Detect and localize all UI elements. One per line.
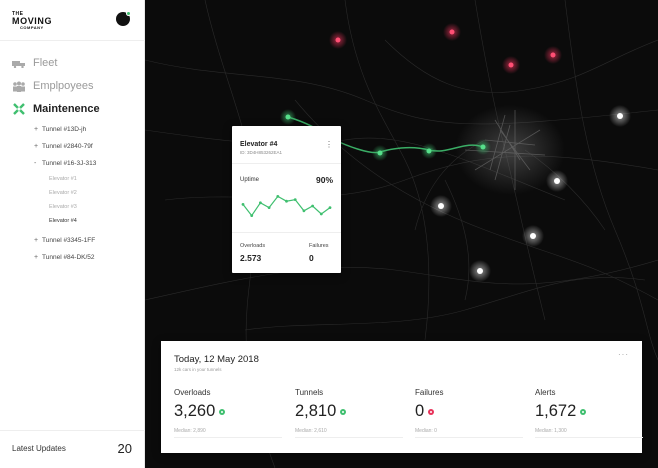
stat-value: 3,260 <box>174 402 216 420</box>
tree-item-label: Tunnel #84-DK/52 <box>42 254 95 261</box>
stat-label: Failures <box>415 388 444 397</box>
people-icon <box>12 80 26 92</box>
tree-item-tunnel-16[interactable]: - Tunnel #16-3J-313 <box>34 160 96 167</box>
nav-label-maintenance: Maintenence <box>33 103 100 115</box>
subitem-elevator-2[interactable]: Elevator #2 <box>49 190 77 196</box>
latest-updates-label: Latest Updates <box>12 444 66 453</box>
stats-subtitle: 12k cars in your tunnels <box>174 367 222 372</box>
overloads-label: Overloads <box>240 243 266 249</box>
sparkline-point <box>293 198 297 201</box>
stat-alerts[interactable]: Alerts 1,672 Median: 1,300 <box>535 388 643 438</box>
stat-median: Median: 1,300 <box>535 428 567 434</box>
expand-icon[interactable]: + <box>34 126 39 133</box>
stat-tunnels[interactable]: Tunnels 2,810 Median: 2,610 <box>295 388 403 438</box>
daily-stats-panel: Today, 12 May 2018 12k cars in your tunn… <box>161 341 643 453</box>
stat-median: Median: 2,610 <box>295 428 327 434</box>
failures-value: 0 <box>309 253 314 263</box>
stat-label: Overloads <box>174 388 211 397</box>
tools-icon <box>12 103 26 115</box>
subitem-elevator-1[interactable]: Elevator #1 <box>49 176 77 182</box>
sparkline-point <box>276 195 280 198</box>
nav-item-employees[interactable]: Emplpoyees <box>12 80 94 92</box>
sparkline-point <box>311 204 314 208</box>
tree-item-tunnel-3345[interactable]: + Tunnel #3345-1FF <box>34 237 95 244</box>
popup-divider <box>232 163 341 164</box>
stat-value: 1,672 <box>535 402 577 420</box>
sparkline-path <box>242 195 331 217</box>
stat-label: Alerts <box>535 388 556 397</box>
sparkline-point <box>259 201 262 205</box>
company-logo[interactable]: THE MOVING COMPANY <box>12 12 52 30</box>
status-ok-icon <box>340 408 347 415</box>
sparkline-point <box>285 199 288 203</box>
status-ok-icon <box>219 408 226 415</box>
nav-label-employees: Emplpoyees <box>33 80 94 92</box>
popup-device-id: ID: 3D4H853262EA1 <box>240 150 283 155</box>
subitem-elevator-3[interactable]: Elevator #3 <box>49 204 77 210</box>
tree-item-label: Tunnel #2840-79f <box>42 143 93 150</box>
tree-item-tunnel-84[interactable]: + Tunnel #84-DK/52 <box>34 254 95 261</box>
stat-median: Median: 0 <box>415 428 437 434</box>
status-alert-icon <box>428 408 435 415</box>
sparkline-point <box>241 203 245 206</box>
tree-item-label: Tunnel #16-3J-313 <box>42 160 97 167</box>
popup-title: Elevator #4 <box>240 141 278 148</box>
elevator-popup-card: Elevator #4 ID: 3D4H853262EA1 ⋮ Uptime 9… <box>232 126 341 273</box>
sparkline-point <box>319 212 323 216</box>
sparkline-point <box>302 209 306 213</box>
latest-updates[interactable]: Latest Updates 20 <box>0 430 145 468</box>
tree-item-label: Tunnel #3345-1FF <box>42 237 96 244</box>
tree-item-tunnel-13d[interactable]: + Tunnel #13D-jh <box>34 126 86 133</box>
online-status-dot <box>126 11 131 16</box>
tree-item-tunnel-2840[interactable]: + Tunnel #2840-79f <box>34 143 93 150</box>
popup-divider <box>232 232 341 233</box>
nav-item-maintenance[interactable]: Maintenence <box>12 103 100 115</box>
sparkline-point <box>267 206 271 209</box>
expand-icon[interactable]: + <box>34 254 39 261</box>
collapse-icon[interactable]: - <box>34 160 37 167</box>
stat-median: Median: 2,890 <box>174 428 206 434</box>
nav-label-fleet: Fleet <box>33 57 58 69</box>
uptime-value: 90% <box>315 175 333 185</box>
latest-updates-count: 20 <box>117 441 132 456</box>
nav-item-fleet[interactable]: Fleet <box>12 57 57 69</box>
map-canvas[interactable] <box>145 0 658 468</box>
more-options-icon[interactable]: ⋮ <box>325 140 333 149</box>
uptime-label: Uptime <box>240 177 260 183</box>
logo-line-3: COMPANY <box>20 25 44 30</box>
truck-icon <box>12 57 26 69</box>
more-options-icon[interactable]: ··· <box>618 350 629 359</box>
stats-date: Today, 12 May 2018 <box>174 354 259 365</box>
stat-label: Tunnels <box>295 388 324 397</box>
stat-failures[interactable]: Failures 0 Median: 0 <box>415 388 523 438</box>
sidebar-divider <box>0 40 145 41</box>
city-center-glow <box>455 105 565 195</box>
stat-value: 2,810 <box>295 402 337 420</box>
tree-item-label: Tunnel #13D-jh <box>42 126 87 133</box>
subitem-elevator-4[interactable]: Elevator #4 <box>49 218 77 224</box>
map-markers[interactable] <box>280 23 631 282</box>
logo-line-1: THE <box>12 11 24 17</box>
avatar[interactable] <box>116 11 131 26</box>
sparkline-point <box>250 214 254 217</box>
stat-value: 0 <box>415 402 425 420</box>
stat-overloads[interactable]: Overloads 3,260 Median: 2,890 <box>174 388 282 438</box>
sidebar: THE MOVING COMPANY Fleet Emplpoyees Main… <box>0 0 145 468</box>
failures-label: Failures <box>309 243 329 249</box>
expand-icon[interactable]: + <box>34 143 39 150</box>
overloads-value: 2.573 <box>240 253 262 263</box>
status-ok-icon <box>580 408 587 415</box>
logo-line-2: MOVING <box>12 16 53 26</box>
uptime-sparkline <box>241 195 332 217</box>
sparkline-point <box>328 206 332 209</box>
expand-icon[interactable]: + <box>34 237 39 244</box>
